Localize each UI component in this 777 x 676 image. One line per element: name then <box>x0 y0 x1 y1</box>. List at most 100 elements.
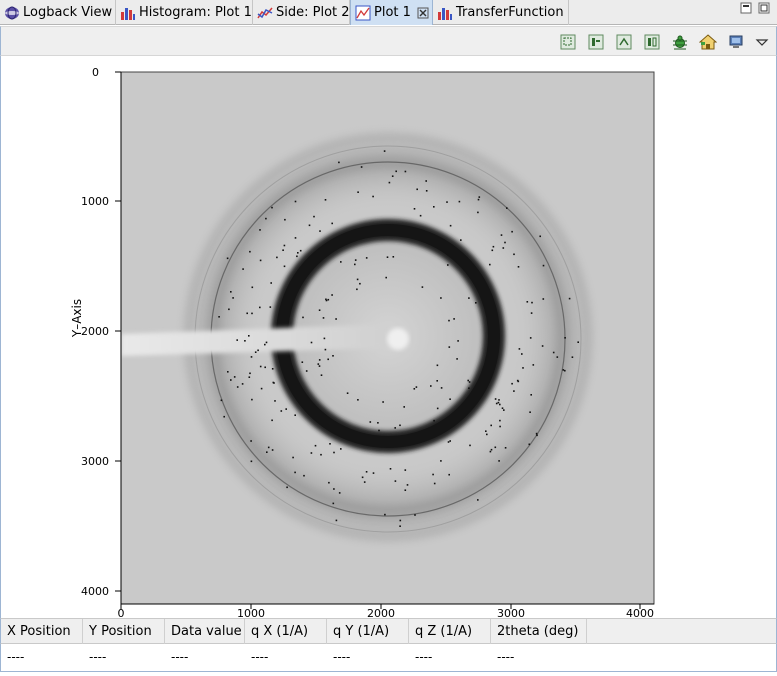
diffraction-spot <box>517 380 520 383</box>
reset-zoom-icon <box>616 34 632 50</box>
diffraction-spot <box>274 400 276 402</box>
diffraction-spot <box>248 335 250 337</box>
tab-label: Side: Plot 2 <box>276 5 350 20</box>
diffraction-spot <box>333 451 335 454</box>
diffraction-spot <box>469 444 471 447</box>
diffraction-spot <box>357 399 359 401</box>
diffraction-spot <box>232 297 234 299</box>
diffraction-spot <box>357 191 359 193</box>
diffraction-spot <box>517 266 520 268</box>
diffraction-spot <box>310 341 313 344</box>
diffraction-spot <box>249 250 251 253</box>
settings-bug-button[interactable] <box>671 33 689 51</box>
diffraction-spot <box>327 358 329 361</box>
reset-zoom-button[interactable] <box>615 33 633 51</box>
tab-logback-view[interactable]: Logback View <box>0 0 116 25</box>
diffraction-spot <box>242 268 244 270</box>
diffraction-spot <box>391 175 394 177</box>
diffraction-spot <box>302 316 304 319</box>
diffraction-spot <box>497 401 500 404</box>
diffraction-spot <box>260 387 263 390</box>
diffraction-spot <box>436 364 439 367</box>
diffraction-spot <box>511 382 513 385</box>
plot-canvas[interactable]: 0 1000 2000 3000 4000 Y–Axis 0 1000 2000… <box>1 56 776 618</box>
display-button[interactable] <box>727 33 745 51</box>
diffraction-spot <box>389 468 392 470</box>
diffraction-spot <box>502 247 505 249</box>
diffraction-spot <box>564 369 566 372</box>
column-header-y-position[interactable]: Y Position <box>83 619 165 644</box>
diffraction-spot <box>346 392 349 394</box>
diffraction-spot <box>338 161 340 164</box>
diffraction-spot <box>365 471 368 473</box>
close-icon[interactable] <box>417 7 429 19</box>
diffraction-spot <box>386 256 389 258</box>
diffraction-spot <box>331 294 333 296</box>
minimize-icon[interactable] <box>740 2 752 14</box>
diffraction-spot <box>489 263 491 266</box>
diffraction-spot <box>571 356 574 358</box>
tab-histogram-plot-1[interactable]: Histogram: Plot 1 <box>116 0 253 25</box>
pan-button[interactable] <box>587 33 605 51</box>
diffraction-spot <box>294 237 297 239</box>
editor-tab-bar: Logback View Histogram: Plot 1 Side: Plo… <box>0 0 777 25</box>
column-header-q-x[interactable]: q X (1/A) <box>245 619 327 644</box>
maximize-icon[interactable] <box>758 2 770 14</box>
column-header-q-y[interactable]: q Y (1/A) <box>327 619 409 644</box>
diffraction-spot <box>440 387 443 389</box>
fit-button[interactable] <box>643 33 661 51</box>
zoom-button[interactable] <box>559 33 577 51</box>
diffraction-spot <box>230 379 232 381</box>
diffraction-spot <box>384 513 386 516</box>
diffraction-spot <box>269 306 272 308</box>
tab-transfer-function[interactable]: TransferFunction <box>433 0 569 25</box>
diffraction-spot <box>335 318 337 320</box>
diffraction-spot <box>241 383 244 385</box>
diffraction-spot <box>403 406 405 408</box>
home-icon <box>699 34 717 50</box>
diffraction-spot <box>218 316 220 318</box>
tab-side-plot-2[interactable]: Side: Plot 2 <box>253 0 350 25</box>
diffraction-spot <box>399 519 402 522</box>
diffraction-spot <box>432 473 434 476</box>
diffraction-spot <box>280 410 283 412</box>
diffraction-spot <box>322 317 325 319</box>
diffraction-spot <box>501 407 504 409</box>
diffraction-spot <box>448 319 450 322</box>
diffraction-spot <box>495 402 498 405</box>
diffraction-spot <box>271 206 273 209</box>
diffraction-spot <box>535 432 538 435</box>
diffraction-spot <box>449 440 451 442</box>
view-menu-button[interactable] <box>753 33 771 51</box>
diffraction-spot <box>399 424 401 427</box>
diffraction-spot <box>511 230 513 233</box>
diffraction-spot <box>264 343 266 346</box>
diffraction-spot <box>248 376 251 378</box>
column-header-q-z[interactable]: q Z (1/A) <box>409 619 491 644</box>
diffraction-spot <box>299 249 302 252</box>
diffraction-spot <box>562 369 565 371</box>
diffraction-spot <box>430 385 432 387</box>
home-button[interactable] <box>699 33 717 51</box>
diffraction-spot <box>250 356 253 358</box>
x-tick-label: 2000 <box>367 607 395 618</box>
diffraction-spot <box>413 208 416 210</box>
y-tick-label: 4000 <box>81 585 109 598</box>
diffraction-spot <box>436 407 439 410</box>
column-header-2theta[interactable]: 2theta (deg) <box>491 619 587 644</box>
column-header-data-value[interactable]: Data value <box>165 619 245 644</box>
diffraction-spot <box>265 341 268 344</box>
diffraction-spot <box>492 245 495 248</box>
data-value: ---- <box>171 650 189 664</box>
diffraction-spot <box>325 298 327 301</box>
diffraction-spot <box>447 264 449 266</box>
diffraction-spot <box>404 489 407 491</box>
diffraction-spot <box>294 200 297 203</box>
diffraction-spot <box>577 341 579 343</box>
diffraction-spot <box>314 444 317 447</box>
diffraction-spot <box>500 234 503 236</box>
tab-plot-1[interactable]: Plot 1 <box>350 0 433 25</box>
diffraction-spot <box>320 374 323 376</box>
diffraction-spot <box>388 181 391 184</box>
column-header-x-position[interactable]: X Position <box>1 619 83 644</box>
